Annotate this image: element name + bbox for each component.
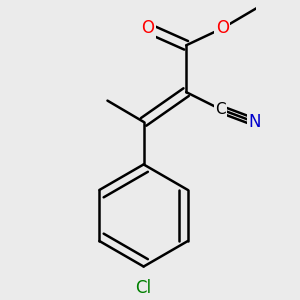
Text: N: N xyxy=(248,113,260,131)
Text: O: O xyxy=(141,19,154,37)
Text: C: C xyxy=(215,102,226,117)
Text: O: O xyxy=(216,19,229,37)
Text: Cl: Cl xyxy=(136,279,152,297)
